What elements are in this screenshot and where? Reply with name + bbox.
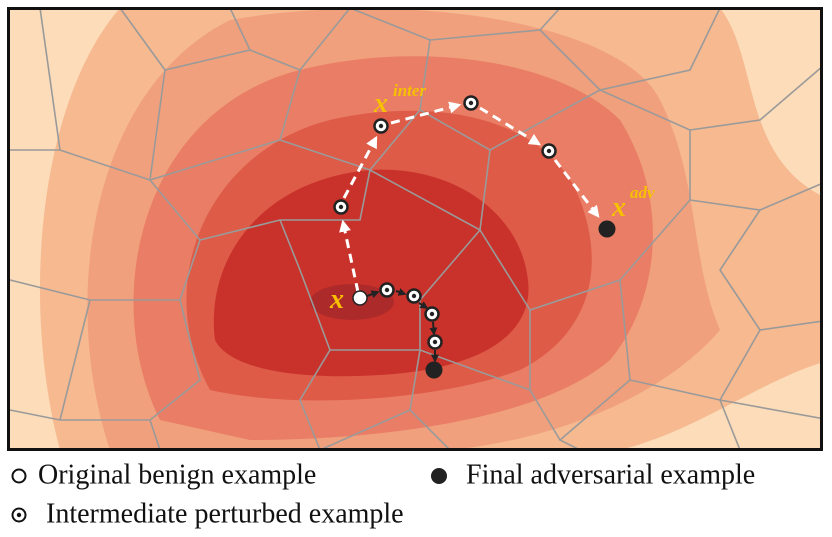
points xyxy=(333,95,616,379)
adv-superscript: adv xyxy=(630,183,655,202)
legend-text: Original benign example xyxy=(38,459,316,490)
large-path xyxy=(339,101,600,293)
legend-text: Intermediate perturbed example xyxy=(46,498,404,529)
origin-label: x xyxy=(329,284,344,315)
legend-text: Final adversarial example xyxy=(466,459,755,490)
frame xyxy=(7,7,823,451)
inter-label: x xyxy=(373,88,388,119)
inter-superscript: inter xyxy=(393,81,426,100)
contour-map: x x inter x adv xyxy=(9,9,821,449)
adv-label: x xyxy=(611,192,626,223)
legend: Original benign example Final adversaria… xyxy=(11,459,755,529)
voronoi-edges xyxy=(9,9,821,449)
small-path xyxy=(366,288,439,363)
